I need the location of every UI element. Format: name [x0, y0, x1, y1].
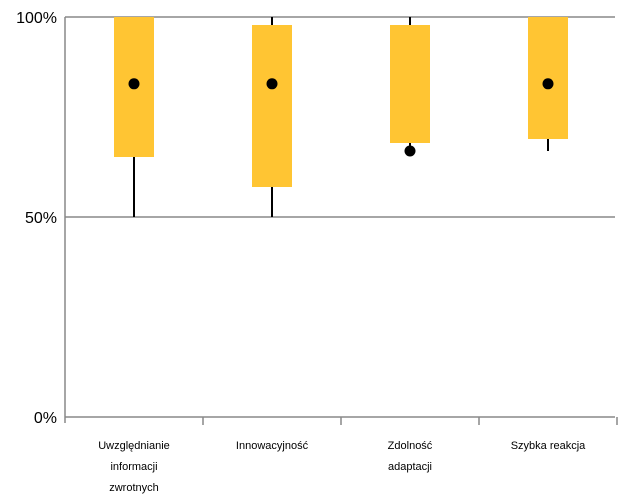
labels: 0% 50% 100% Uwzględnianie informacji zwrotnyc…	[16, 10, 586, 494]
category-label: Szybka reakcja	[511, 440, 586, 452]
gridlines	[65, 16, 615, 418]
mean-marker	[266, 78, 278, 90]
box	[528, 17, 568, 139]
whiskers	[133, 17, 549, 217]
mean-marker	[542, 78, 554, 90]
mean-markers	[128, 78, 554, 157]
y-tick-label: 0%	[34, 410, 57, 427]
axes	[64, 17, 618, 425]
category-label: Uwzględnianie	[98, 440, 170, 452]
category-label: adaptacji	[388, 461, 432, 473]
category-label: Innowacyjność	[236, 440, 309, 452]
y-tick-label: 100%	[16, 10, 57, 27]
category-label: Zdolność	[388, 440, 433, 452]
boxes	[114, 17, 568, 187]
box	[390, 25, 430, 143]
mean-marker	[128, 78, 140, 90]
category-label: zwrotnych	[109, 482, 159, 494]
category-label: informacji	[110, 461, 157, 473]
box	[252, 25, 292, 187]
y-tick-label: 50%	[25, 210, 57, 227]
mean-marker	[404, 145, 416, 157]
